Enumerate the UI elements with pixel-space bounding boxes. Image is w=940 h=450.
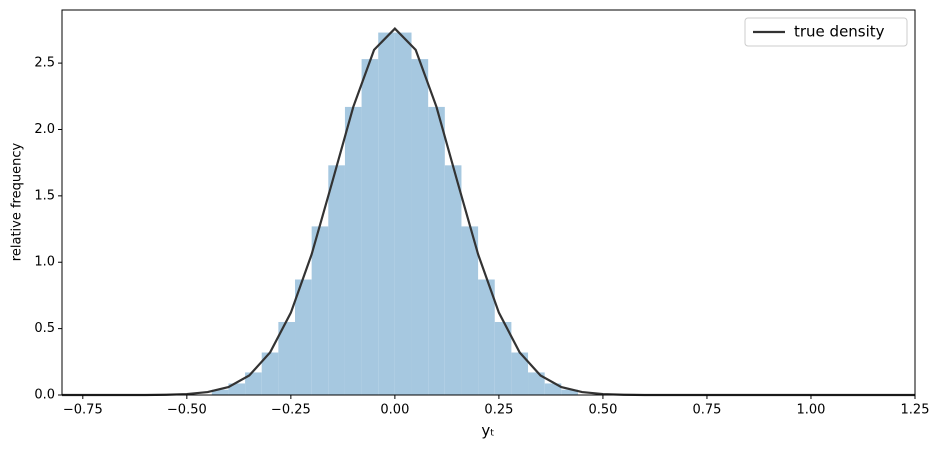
x-tick-label: 1.00 — [796, 403, 825, 418]
y-axis-label: relative frequency — [10, 143, 25, 262]
histogram-bar — [528, 372, 545, 395]
y-tick-label: 2.0 — [34, 122, 55, 137]
legend-label: true density — [794, 23, 885, 41]
histogram-bar — [461, 226, 479, 395]
y-tick-label: 1.0 — [34, 255, 55, 270]
x-tick-label: 0.25 — [484, 403, 513, 418]
x-tick-label: 0.50 — [588, 403, 617, 418]
histogram-bar — [444, 165, 462, 395]
y-tick-label: 2.5 — [34, 56, 55, 71]
y-tick-label: 0.5 — [34, 321, 55, 336]
histogram-bar — [245, 372, 262, 395]
histogram-bar — [278, 321, 296, 395]
histogram-bar — [394, 32, 412, 395]
x-tick-label: 0.75 — [692, 403, 721, 418]
histogram-bar — [561, 389, 578, 395]
x-tick-label: 0.00 — [380, 403, 409, 418]
x-tick-label: −0.25 — [271, 403, 311, 418]
x-tick-label: 1.25 — [901, 403, 930, 418]
histogram-bar — [478, 279, 495, 395]
histogram-bar — [311, 226, 329, 395]
plot-frame — [61, 9, 916, 396]
x-tick-label: −0.50 — [167, 403, 207, 418]
histogram-bar — [378, 32, 395, 395]
histogram-bar — [228, 383, 246, 395]
histogram-bar — [328, 165, 345, 395]
histogram-bar — [261, 352, 279, 395]
x-tick-label: −0.75 — [63, 403, 103, 418]
histogram-bar — [344, 106, 362, 396]
y-tick-label: 0.0 — [34, 388, 55, 403]
histogram-bar — [494, 321, 512, 395]
histogram-bar — [544, 383, 562, 395]
legend-box — [744, 17, 908, 47]
histogram-bar — [511, 352, 529, 395]
histogram-bar — [411, 59, 429, 395]
x-axis-label: yₜ — [481, 422, 494, 440]
histogram-bar — [428, 106, 445, 396]
histogram-bar — [295, 279, 312, 395]
histogram-bar — [211, 389, 229, 395]
y-tick-label: 1.5 — [34, 188, 55, 203]
histogram-bar — [361, 59, 379, 395]
